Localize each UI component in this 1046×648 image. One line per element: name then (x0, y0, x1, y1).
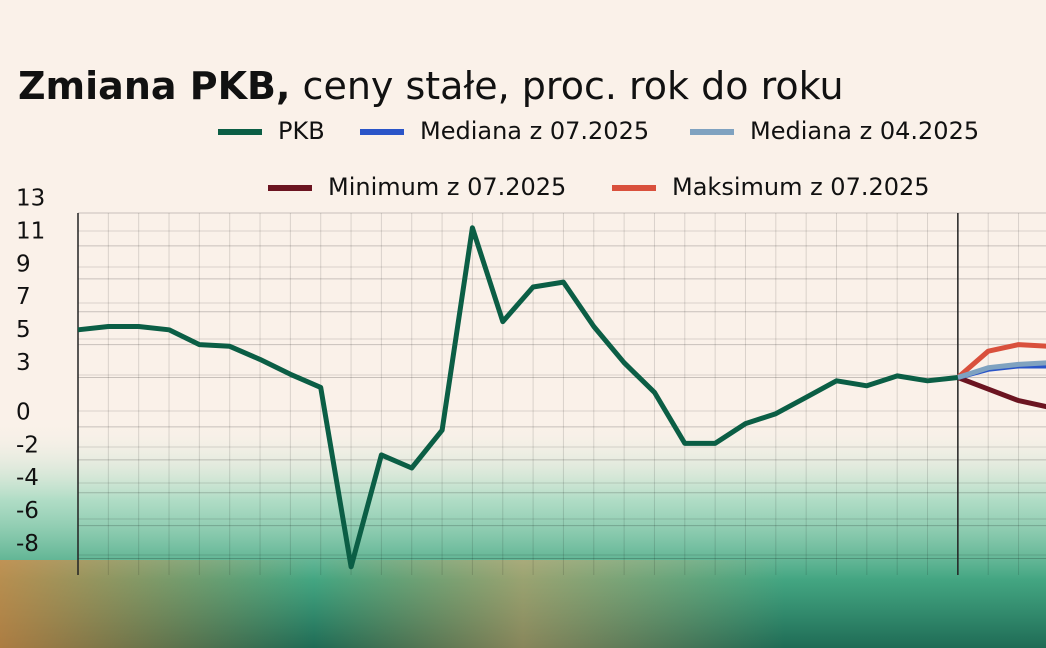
legend-label: Mediana z 04.2025 (750, 117, 979, 145)
legend-label: Mediana z 07.2025 (420, 117, 649, 145)
y-tick-label: 13 (16, 186, 45, 212)
legend-label: Maksimum z 07.2025 (672, 173, 930, 201)
legend-label: Minimum z 07.2025 (328, 173, 566, 201)
y-tick-label: 3 (16, 350, 31, 376)
y-tick-label: 9 (16, 251, 31, 277)
background-glow (0, 560, 1046, 648)
y-tick-label: 11 (16, 218, 45, 244)
title-rest: ceny stałe, proc. rok do roku (303, 64, 844, 108)
y-tick-label: -4 (16, 465, 39, 491)
y-tick-label: 7 (16, 284, 31, 310)
series-line (956, 342, 1046, 380)
series-line (957, 360, 1046, 380)
series-line (957, 375, 1046, 410)
legend-label: PKB (278, 117, 325, 145)
y-tick-label: -2 (16, 432, 39, 458)
y-tick-label: -6 (16, 498, 39, 524)
series-line (77, 225, 959, 570)
title-bold: Zmiana PKB, (18, 64, 290, 108)
y-tick-label: 0 (16, 399, 31, 425)
y-tick-label: -8 (16, 531, 39, 557)
chart-title: Zmiana PKB, ceny stałe, proc. rok do rok… (18, 64, 844, 108)
y-tick-label: 5 (16, 317, 31, 343)
